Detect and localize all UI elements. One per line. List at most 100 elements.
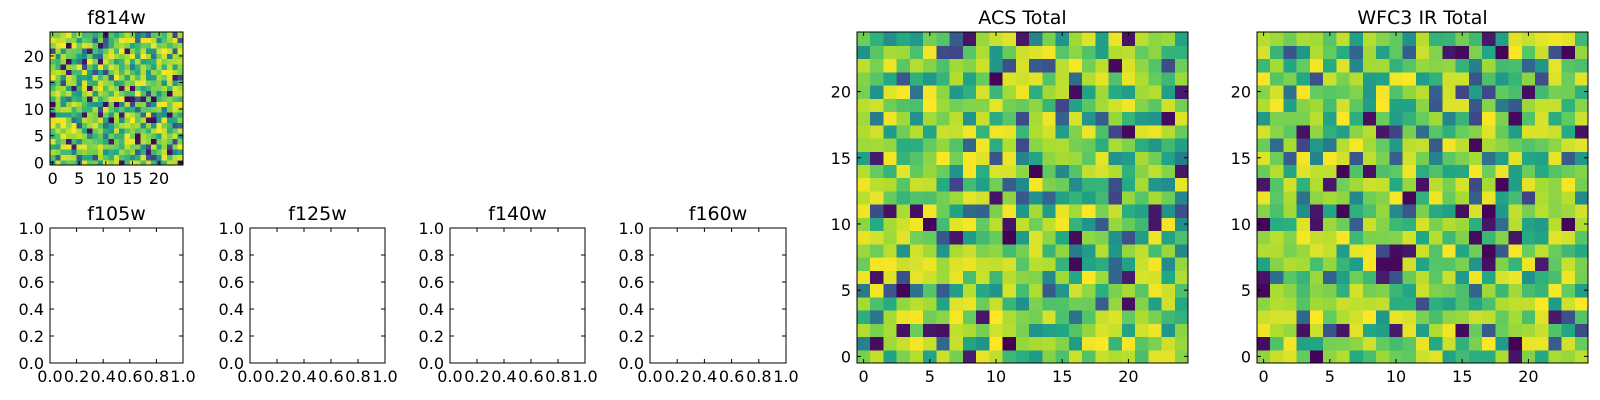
heatmap-cell (1121, 32, 1136, 46)
heatmap-cell (976, 296, 990, 311)
heatmap-cell (81, 47, 88, 54)
heatmap-cell (55, 143, 62, 150)
heatmap-cell (949, 190, 964, 205)
heatmap-cell (1055, 84, 1070, 99)
heatmap-cell (1535, 164, 1549, 179)
heatmap-cell (1336, 243, 1351, 258)
heatmap-cell (1336, 270, 1351, 285)
heatmap-cell (50, 122, 56, 129)
heatmap-cell (1257, 204, 1271, 218)
heatmap-cell (108, 159, 115, 166)
heatmap-cell (923, 257, 938, 271)
heatmap-cell (1082, 257, 1096, 271)
heatmap-cell (976, 151, 990, 165)
heatmap-cell (1402, 296, 1417, 311)
heatmap-cell (87, 138, 94, 145)
heatmap-cell (151, 111, 157, 118)
heatmap-cell (1309, 349, 1324, 364)
heatmap-cell (949, 349, 964, 364)
heatmap-cell (50, 58, 56, 65)
heatmap-cell (65, 37, 72, 44)
heatmap-cell (81, 69, 88, 76)
heatmap-cell (1468, 151, 1483, 165)
heatmap-cell (1323, 111, 1338, 126)
heatmap-cell (1376, 190, 1390, 205)
heatmap-cell (113, 69, 120, 76)
heatmap-cell (923, 217, 938, 232)
y-tick-label: 0.6 (219, 273, 244, 292)
heatmap-cell (161, 79, 168, 86)
heatmap-cell (1068, 257, 1083, 271)
heatmap-cell (55, 58, 62, 65)
heatmap-cell (50, 69, 56, 76)
heatmap-cell (151, 106, 157, 113)
heatmap-cell (1029, 111, 1043, 126)
heatmap-cell (1323, 164, 1338, 179)
heatmap-cell (1068, 204, 1083, 218)
heatmap-cell (857, 349, 871, 364)
heatmap-cell (976, 164, 990, 179)
heatmap-cell (145, 63, 152, 70)
heatmap-cell (167, 32, 173, 38)
heatmap-cell (151, 32, 157, 38)
heatmap-cell (156, 37, 163, 44)
heatmap-cell (1561, 296, 1576, 311)
heatmap-cell (936, 177, 951, 192)
heatmap-cell (989, 283, 1004, 298)
heatmap-cell (896, 190, 911, 205)
heatmap-cell (883, 283, 898, 298)
heatmap-cell (167, 79, 173, 86)
heatmap-cell (1029, 243, 1043, 258)
heatmap-cell (65, 79, 72, 86)
heatmap-cell (135, 63, 142, 70)
heatmap-cell (1442, 296, 1457, 311)
heatmap-cell (76, 42, 83, 49)
heatmap-cell (896, 151, 911, 165)
heatmap-cell (1574, 71, 1589, 86)
heatmap-cell (124, 79, 131, 86)
heatmap-cell (55, 32, 62, 38)
heatmap-cell (1270, 151, 1285, 165)
heatmap-cell (1108, 230, 1123, 245)
heatmap-cell (1309, 177, 1324, 192)
heatmap-cell (108, 85, 115, 92)
heatmap-cell (1161, 137, 1176, 152)
heatmap-cell (1561, 190, 1576, 205)
heatmap-cell (949, 111, 964, 126)
heatmap-cell (1535, 310, 1549, 324)
heatmap-cell (883, 124, 898, 139)
heatmap-cell (156, 154, 163, 161)
heatmap-cell (1468, 349, 1483, 364)
y-tick-label: 20 (1231, 83, 1251, 102)
heatmap-cell (1270, 164, 1285, 179)
heatmap-cell (870, 243, 885, 258)
heatmap-cell (857, 164, 871, 179)
heatmap-cell (1121, 204, 1136, 218)
heatmap-cell (119, 95, 126, 102)
heatmap-cell (1336, 349, 1351, 364)
heatmap-cell (1389, 230, 1404, 245)
heatmap-cell (1015, 124, 1030, 139)
heatmap-cell (167, 106, 173, 113)
heatmap-cell (1055, 310, 1070, 324)
heatmap-cell (50, 63, 56, 70)
heatmap-cell (1296, 124, 1311, 139)
heatmap-cell (151, 85, 157, 92)
heatmap-cell (870, 204, 885, 218)
heatmap-cell (1148, 257, 1163, 271)
heatmap-cell (1135, 296, 1149, 311)
heatmap-cell (1108, 257, 1123, 271)
heatmap-cell (1495, 349, 1510, 364)
heatmap-cell (124, 53, 131, 60)
heatmap-cell (1349, 190, 1364, 205)
heatmap-cell (1015, 84, 1030, 99)
heatmap-cell (857, 336, 871, 351)
heatmap-cell (129, 53, 136, 60)
heatmap-cell (1042, 323, 1057, 338)
heatmap-cell (81, 149, 88, 155)
heatmap-cell (129, 74, 136, 81)
y-tick-label: 0.8 (219, 246, 244, 265)
x-tick-label: 20 (1118, 367, 1138, 386)
heatmap-cell (1362, 270, 1377, 285)
heatmap-cell (50, 149, 56, 155)
